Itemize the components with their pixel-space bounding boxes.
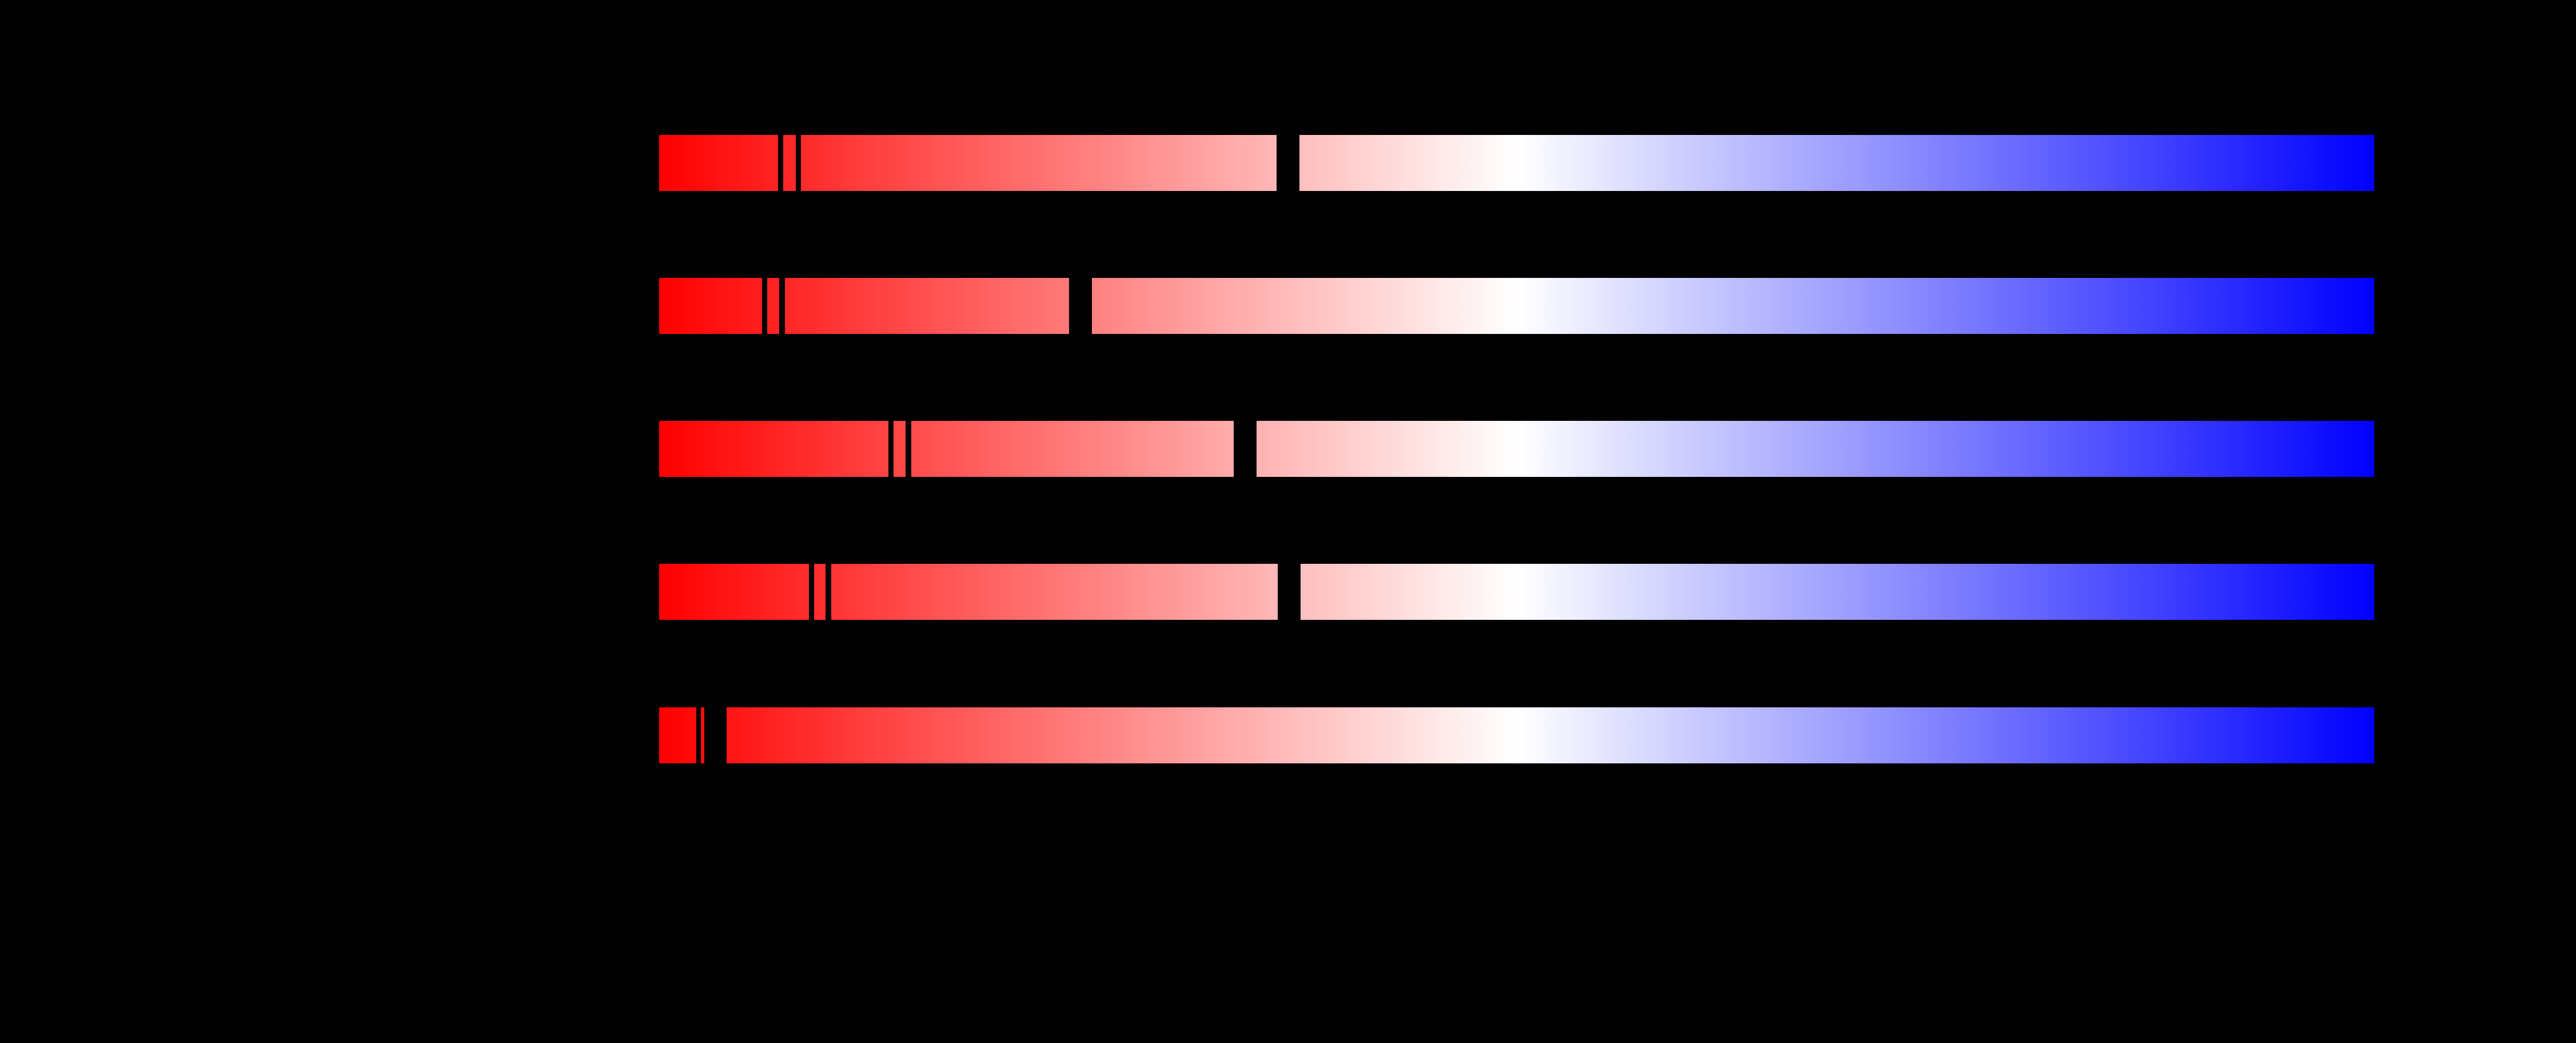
thin-interval-marker (779, 278, 785, 334)
gradient-bar-strip-1 (659, 135, 2374, 191)
thin-interval-marker (906, 421, 911, 477)
wide-interval-marker (1278, 564, 1301, 620)
wide-interval-marker (1234, 421, 1257, 477)
thin-interval-marker (796, 135, 801, 191)
gradient-bar-strip-3 (659, 421, 2374, 477)
gradient-bar-strip-2 (659, 278, 2374, 334)
wide-interval-marker (1069, 278, 1092, 334)
thin-interval-marker (826, 564, 831, 620)
thin-interval-marker (888, 421, 894, 477)
gradient-bar-strip-4 (659, 564, 2374, 620)
thin-interval-marker (696, 707, 701, 763)
wide-interval-marker (704, 707, 727, 763)
thin-interval-marker (778, 135, 783, 191)
thin-interval-marker (809, 564, 814, 620)
wide-interval-marker (1277, 135, 1299, 191)
thin-interval-marker (762, 278, 767, 334)
gradient-bar-strip-5 (659, 707, 2374, 763)
